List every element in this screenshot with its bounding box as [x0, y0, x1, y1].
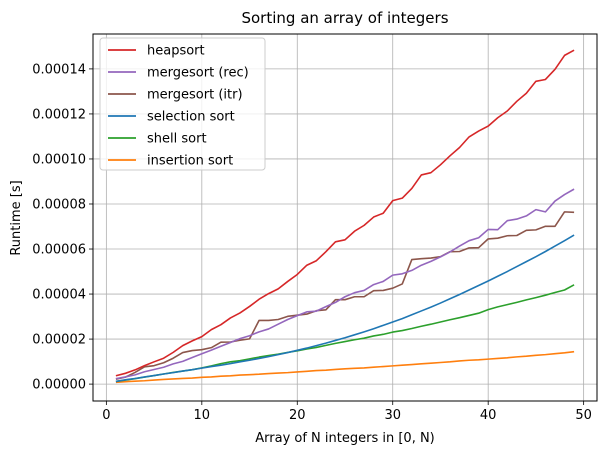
- legend-label-heapsort: heapsort: [147, 44, 205, 59]
- legend-label-insertion-sort: insertion sort: [147, 154, 233, 169]
- legend-label-shell-sort: shell sort: [147, 132, 207, 147]
- x-tick-label: 50: [575, 408, 592, 423]
- y-tick-label: 0.00004: [32, 288, 86, 303]
- x-axis-ticks: 0 10 20 30 40 50: [102, 401, 592, 423]
- x-tick-label: 10: [194, 408, 211, 423]
- x-tick-label: 40: [480, 408, 497, 423]
- x-tick-label: 30: [384, 408, 401, 423]
- y-tick-label: 0.00014: [32, 62, 86, 77]
- series-line-insertion-sort: [115, 350, 575, 384]
- series-line-mergesort-rec: [115, 188, 575, 380]
- y-tick-label: 0.00012: [32, 107, 86, 122]
- series-lines: [115, 49, 575, 384]
- y-tick-label: 0.00006: [32, 243, 86, 258]
- y-tick-label: 0.00000: [32, 378, 86, 393]
- plot-frame: [92, 33, 598, 402]
- x-axis-label: Array of N integers in [0, N): [255, 431, 435, 446]
- y-tick-label: 0.00010: [32, 152, 86, 167]
- legend-items: heapsort mergesort (rec) mergesort (itr) se…: [108, 44, 249, 169]
- series-line-selection-sort: [115, 234, 575, 383]
- legend-box: [99, 37, 266, 171]
- y-axis-label: Runtime [s]: [9, 180, 24, 255]
- legend-label-mergesort-rec: mergesort (rec): [147, 66, 249, 81]
- series-line-mergesort-itr: [115, 211, 575, 380]
- legend: heapsort mergesort (rec) mergesort (itr) se…: [99, 37, 266, 171]
- chart-title: Sorting an array of integers: [241, 9, 448, 27]
- series-line-heapsort: [115, 49, 575, 377]
- y-axis-ticks: 0.00000 0.00002 0.00004 0.00006 0.00008 0.000…: [32, 62, 93, 393]
- y-tick-label: 0.00008: [32, 197, 86, 212]
- legend-label-selection-sort: selection sort: [147, 110, 235, 125]
- y-tick-label: 0.00002: [32, 333, 86, 348]
- x-tick-label: 0: [102, 408, 110, 423]
- x-tick-label: 20: [289, 408, 306, 423]
- legend-label-mergesort-itr: mergesort (itr): [147, 88, 243, 103]
